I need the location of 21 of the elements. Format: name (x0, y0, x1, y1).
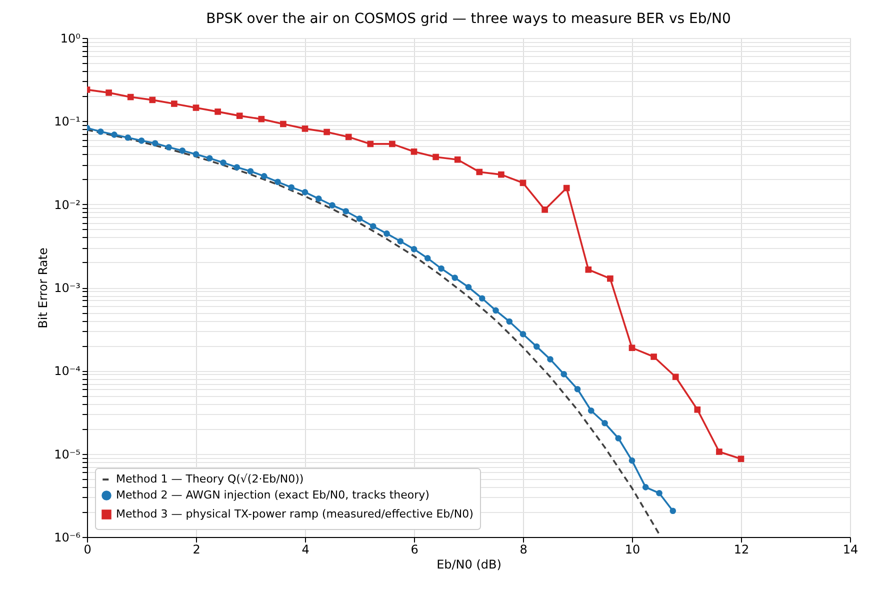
x-tick-label: 2 (192, 542, 200, 556)
x-tick-label: 6 (410, 542, 418, 556)
legend-label: Method 3 — physical TX-power ramp (measured/effective Eb/N0) (116, 508, 474, 520)
y-tick-label: 10⁻² (54, 198, 81, 212)
y-axis-title: Bit Error Rate (36, 248, 50, 328)
x-tick-label: 8 (520, 542, 528, 556)
y-tick-label: 10⁰ (60, 32, 81, 46)
y-tick-label: 10⁻³ (54, 281, 81, 295)
legend-label: Method 1 — Theory Q(√(2·Eb/N0)) (116, 472, 304, 486)
x-tick-label: 14 (842, 542, 858, 556)
x-tick-label: 0 (84, 542, 92, 556)
y-tick-label: 10⁻⁵ (54, 447, 81, 462)
y-tick-label: 10⁻⁴ (54, 364, 81, 378)
y-tick-label: 10⁻¹ (54, 114, 81, 129)
legend-label: Method 2 — AWGN injection (exact Eb/N0, tracks theory) (116, 488, 430, 502)
x-tick-label: 10 (624, 542, 640, 556)
x-axis-title: Eb/N0 (dB) (436, 558, 502, 572)
y-tick-label: 10⁻⁶ (54, 530, 81, 544)
x-tick-label: 12 (734, 542, 750, 556)
x-tick-label: 4 (302, 542, 310, 556)
chart-title: BPSK over the air on COSMOS grid — three ways to measure BER vs Eb/N0 (206, 11, 731, 27)
